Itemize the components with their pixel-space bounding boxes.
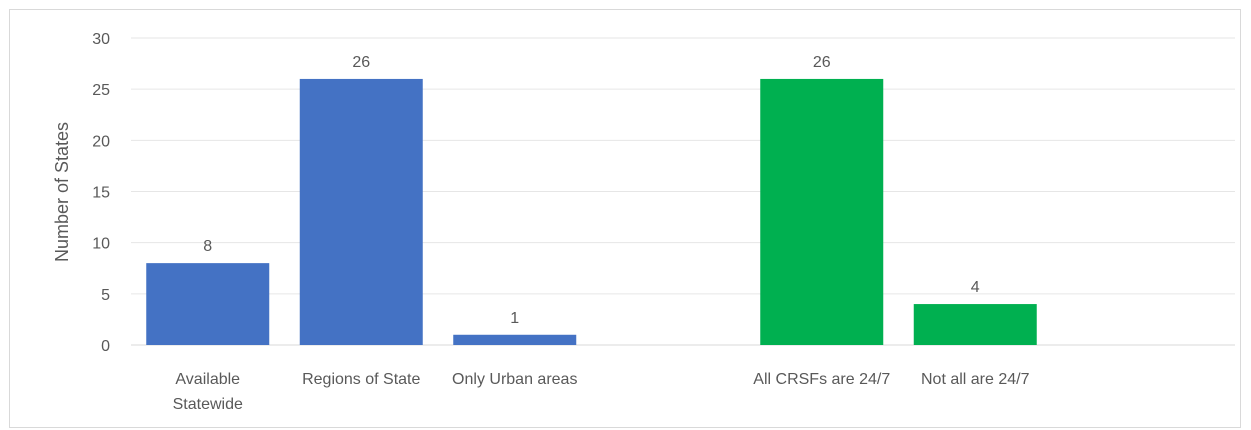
- bar: [299, 78, 423, 345]
- y-axis-title: Number of States: [52, 122, 72, 262]
- category-label: Only Urban areas: [452, 371, 577, 388]
- y-tick-label: 0: [101, 338, 110, 355]
- data-label: 8: [203, 238, 212, 255]
- bar: [913, 304, 1037, 345]
- y-tick-label: 20: [92, 133, 110, 150]
- data-labels: 8 26 1 26 4: [203, 54, 980, 327]
- y-tick-label: 10: [92, 236, 110, 253]
- category-label: Statewide: [173, 396, 243, 413]
- bar: [146, 263, 270, 345]
- category-label: All CRSFs are 24/7: [753, 371, 890, 388]
- y-tick-label: 30: [92, 31, 110, 48]
- gridlines: [131, 37, 1235, 346]
- category-label: Regions of State: [302, 371, 420, 388]
- y-tick-label: 25: [92, 82, 110, 99]
- y-tick-label: 5: [101, 287, 110, 304]
- data-label: 26: [813, 54, 831, 71]
- category-labels: Available Statewide Regions of State Only U…: [173, 371, 1030, 413]
- category-label: Not all are 24/7: [921, 371, 1030, 388]
- data-label: 1: [510, 310, 519, 327]
- category-label: Available: [175, 371, 240, 388]
- y-tick-label: 15: [92, 185, 110, 202]
- bar: [760, 78, 884, 345]
- chart-frame: [9, 9, 1241, 428]
- data-label: 4: [971, 279, 980, 296]
- y-axis-ticks: 0 5 10 15 20 25 30: [92, 31, 110, 355]
- data-label: 26: [352, 54, 370, 71]
- bars: [146, 78, 1037, 345]
- bar: [453, 334, 577, 345]
